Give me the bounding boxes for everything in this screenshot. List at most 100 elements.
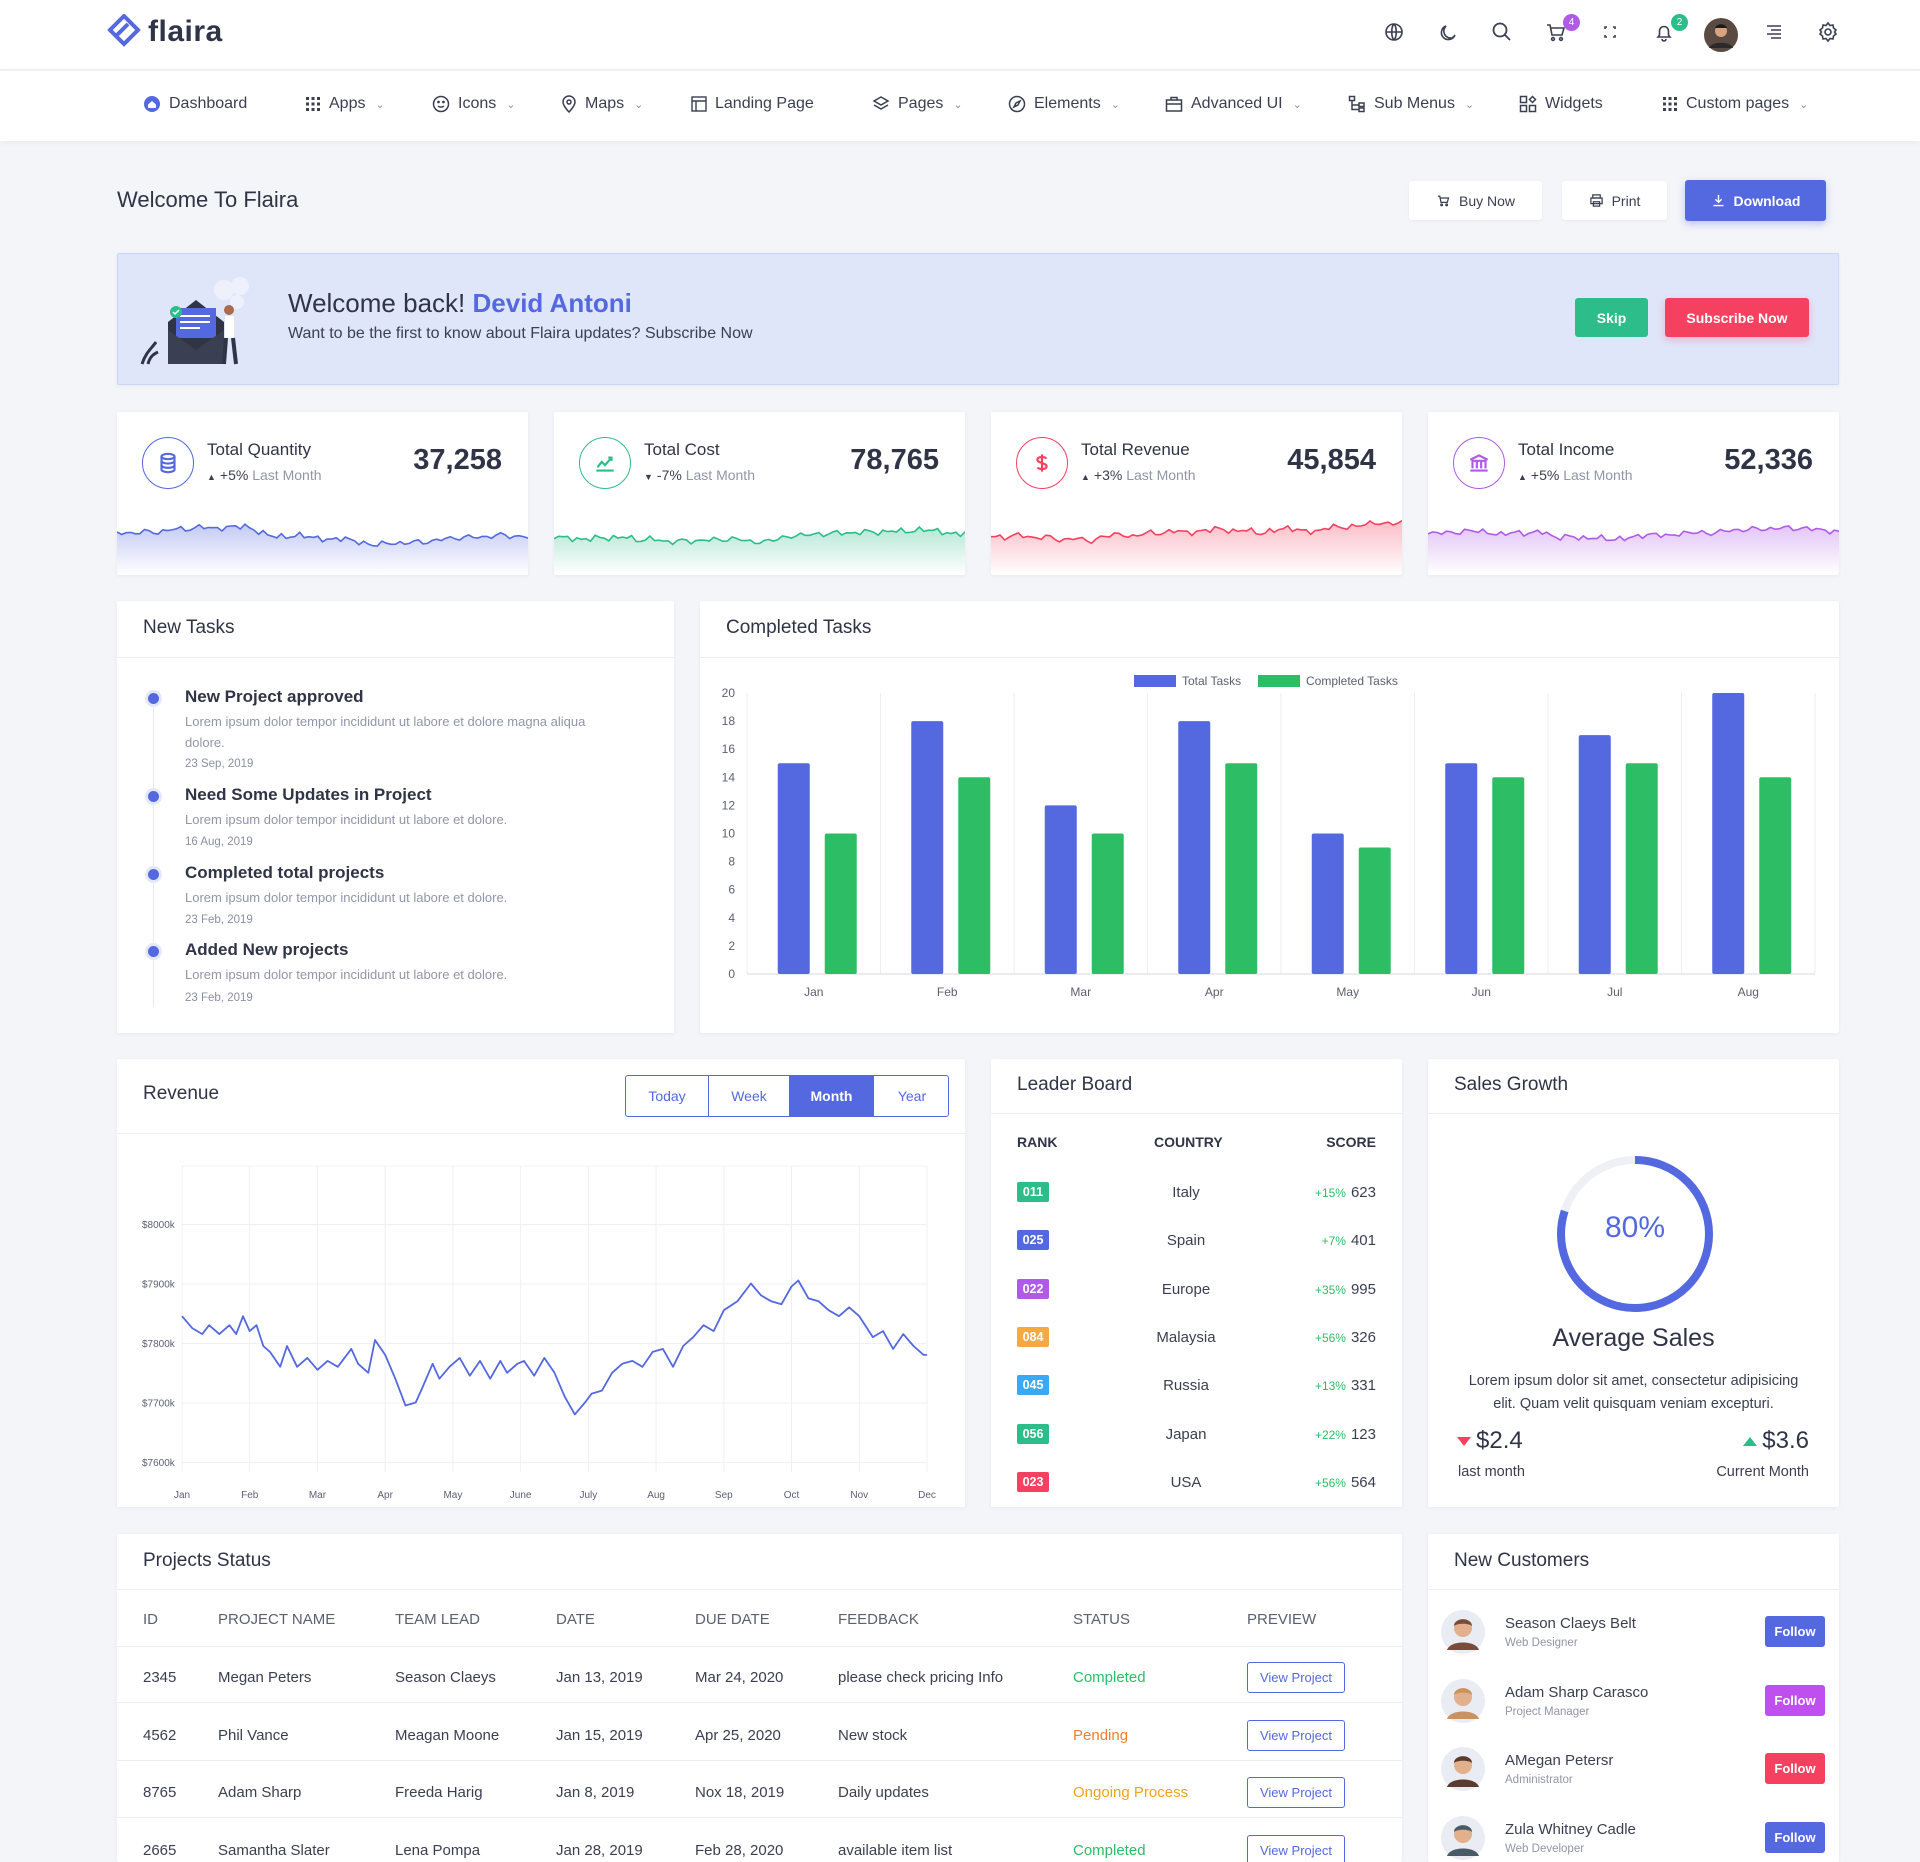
- avatar: [1441, 1678, 1485, 1723]
- x-tick-label: Jun: [1472, 985, 1491, 999]
- stat-card: Total Quantity ▲ +5% Last Month 37,258: [117, 412, 528, 575]
- search-icon[interactable]: [1490, 20, 1518, 48]
- menu-lines-icon[interactable]: [1762, 20, 1790, 48]
- stat-sparkline: [991, 520, 1402, 575]
- nav-maps[interactable]: Maps ⌄: [561, 95, 643, 113]
- rank-badge: 022: [1017, 1278, 1049, 1299]
- table-divider: [117, 1702, 1402, 1703]
- country-name: Europe: [1161, 1280, 1211, 1298]
- tab-year[interactable]: Year: [897, 1088, 927, 1104]
- table-cell: Freeda Harig: [395, 1784, 483, 1801]
- y-tick-label: 8: [728, 855, 735, 869]
- score-change: +56%: [1314, 1330, 1346, 1345]
- x-tick-label: Nov: [850, 1490, 868, 1501]
- table-cell: Phil Vance: [218, 1726, 289, 1744]
- rank-badge: 056: [1017, 1423, 1049, 1444]
- skip-button[interactable]: Skip: [1575, 298, 1648, 337]
- stat-period: Last Month: [1126, 467, 1196, 483]
- follow-button[interactable]: Follow: [1765, 1616, 1825, 1647]
- bell-icon[interactable]: 2: [1652, 14, 1688, 48]
- nav-icons[interactable]: Icons ⌄: [432, 95, 515, 113]
- nav-dashboard[interactable]: Dashboard: [143, 95, 247, 113]
- buy-now-button[interactable]: Buy Now: [1409, 181, 1542, 220]
- nav-widgets[interactable]: Widgets: [1519, 95, 1603, 113]
- stat-label: Total Cost: [644, 440, 720, 459]
- status-badge: Ongoing Process: [1073, 1784, 1189, 1801]
- timeline-dot: [148, 946, 159, 957]
- table-cell: Adam Sharp: [218, 1784, 302, 1801]
- card-header: New Tasks: [117, 601, 674, 658]
- fullscreen-icon[interactable]: [1598, 20, 1626, 48]
- chevron-down-icon: ⌄: [1110, 98, 1120, 111]
- download-label: Download: [1733, 192, 1801, 209]
- view-project-button[interactable]: View Project: [1247, 1777, 1345, 1808]
- cart-icon[interactable]: 4: [1544, 14, 1580, 48]
- globe-icon[interactable]: [1382, 20, 1410, 48]
- sitemap-icon: [1348, 95, 1365, 113]
- nav-advanced-ui[interactable]: Advanced UI ⌄: [1165, 95, 1302, 113]
- compass-icon: [1008, 95, 1026, 113]
- table-cell: Meagan Moone: [395, 1726, 500, 1744]
- task-title: Completed total projects: [185, 863, 385, 882]
- stat-change: ▲ +5% Last Month: [207, 467, 322, 483]
- card-title: New Tasks: [143, 617, 235, 638]
- follow-button[interactable]: Follow: [1765, 1684, 1825, 1716]
- nav-landing-page[interactable]: Landing Page: [691, 95, 814, 113]
- score: +56% 564: [1315, 1474, 1376, 1491]
- table-cell: Season Claeys: [395, 1669, 496, 1686]
- logo[interactable]: flaira: [106, 14, 223, 50]
- customer-row: Season Claeys Belt Web Designer Follow: [1428, 1604, 1839, 1660]
- country-name: Italy: [1172, 1184, 1200, 1201]
- timeline-line: [153, 697, 154, 1007]
- stat-period: Last Month: [252, 467, 322, 483]
- customer-role: Administrator: [1505, 1774, 1573, 1786]
- bar: [1178, 721, 1211, 974]
- cart-icon: [1437, 195, 1450, 207]
- user-avatar[interactable]: [1704, 18, 1738, 52]
- stat-card: Total Revenue ▲ +3% Last Month 45,854: [991, 412, 1402, 575]
- score-change: +15%: [1314, 1186, 1346, 1200]
- tab-today[interactable]: Today: [626, 1076, 709, 1116]
- nav-sub-menus[interactable]: Sub Menus ⌄: [1348, 95, 1474, 113]
- chevron-down-icon: ⌄: [1799, 98, 1809, 111]
- nav-label: Advanced UI: [1191, 95, 1283, 112]
- nav-apps[interactable]: Apps ⌄: [305, 95, 385, 113]
- view-project-button[interactable]: View Project: [1247, 1834, 1345, 1862]
- follow-button[interactable]: Follow: [1765, 1821, 1825, 1853]
- current-month-label: Current Month: [1716, 1464, 1809, 1480]
- view-project-button[interactable]: View Project: [1247, 1662, 1345, 1693]
- subscribe-now-button[interactable]: Subscribe Now: [1665, 298, 1809, 337]
- print-button[interactable]: Print: [1562, 181, 1667, 220]
- card-header: Projects Status: [117, 1534, 1402, 1590]
- table-cell: Samantha Slater: [218, 1841, 330, 1859]
- customer-role: Project Manager: [1505, 1705, 1590, 1718]
- task-title: New Project approved: [185, 687, 364, 706]
- tab-month[interactable]: Month: [790, 1076, 874, 1116]
- task-title: Need Some Updates in Project: [185, 785, 432, 804]
- stat-value: 52,336: [1724, 444, 1813, 476]
- country-name: Russia: [1163, 1377, 1209, 1395]
- welcome-banner: Welcome back! Devid Antoni Want to be th…: [117, 253, 1839, 385]
- legend-swatch: [1258, 675, 1300, 687]
- rank-badge: 045: [1017, 1375, 1049, 1396]
- table-cell: 2345: [143, 1669, 177, 1686]
- score-value: 995: [1350, 1280, 1376, 1298]
- score-value: 331: [1350, 1377, 1376, 1395]
- view-project-button[interactable]: View Project: [1247, 1719, 1345, 1751]
- nav-label: Landing Page: [715, 95, 814, 112]
- tab-week[interactable]: Week: [709, 1076, 790, 1116]
- nav-pages[interactable]: Pages ⌄: [872, 95, 963, 113]
- nav-elements[interactable]: Elements ⌄: [1008, 95, 1120, 113]
- home-icon: [144, 96, 160, 112]
- follow-button[interactable]: Follow: [1765, 1753, 1825, 1784]
- customer-name: Zula Whitney Cadle: [1505, 1820, 1636, 1838]
- moon-icon[interactable]: [1436, 20, 1464, 48]
- sales-desc: Lorem ipsum dolor sit amet, consectetur …: [1468, 1373, 1799, 1412]
- download-button[interactable]: Download: [1685, 180, 1826, 221]
- y-tick-label: 0: [728, 967, 735, 981]
- avatar: [1441, 1747, 1485, 1791]
- nav-custom-pages[interactable]: Custom pages ⌄: [1662, 95, 1808, 113]
- settings-icon[interactable]: [1816, 20, 1844, 48]
- leaderboard-row: 022 Europe +35% 995: [991, 1278, 1402, 1303]
- nav-label: Dashboard: [169, 95, 248, 112]
